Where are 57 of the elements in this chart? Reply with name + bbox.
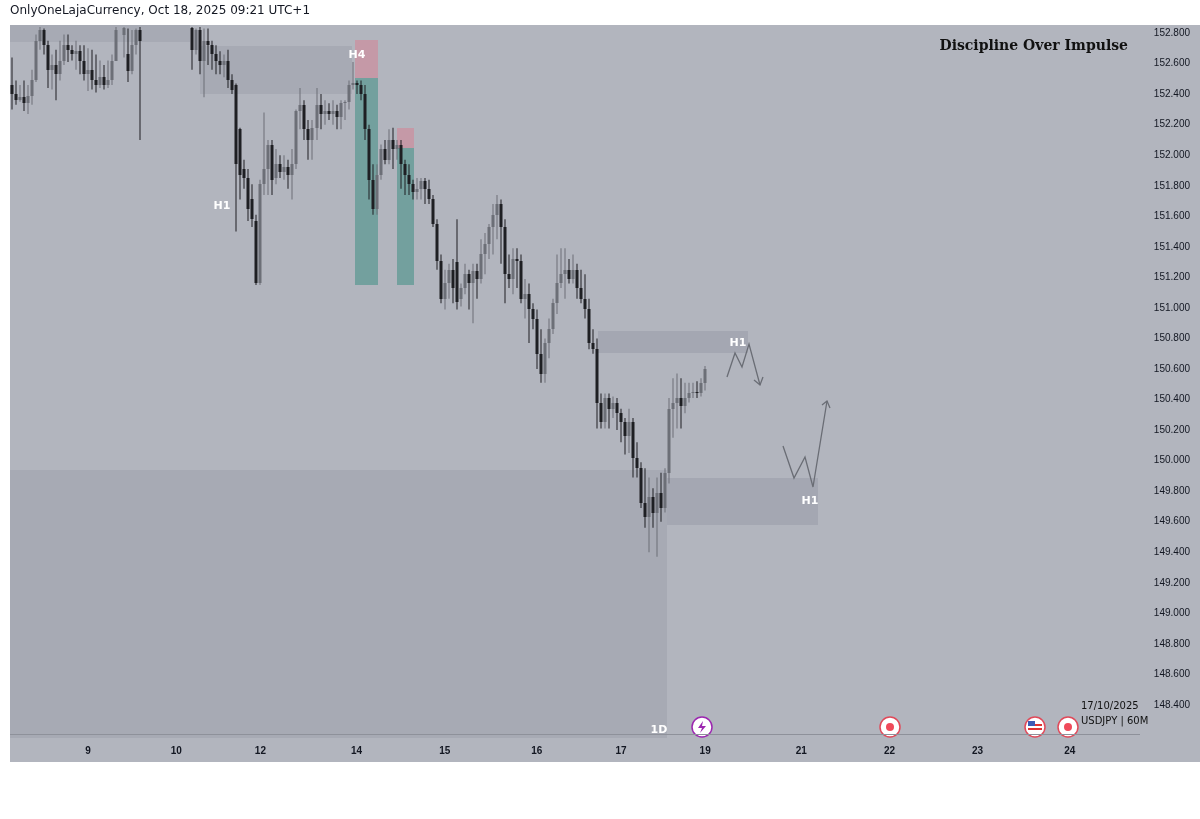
y-tick-label: 148.600 [1153, 668, 1191, 680]
y-tick-label: 151.000 [1153, 301, 1191, 313]
y-tick-label: 150.200 [1153, 423, 1191, 435]
y-tick-label: 148.800 [1153, 637, 1191, 649]
candlestick [86, 48, 90, 92]
y-tick-label: 149.800 [1153, 484, 1191, 496]
y-tick-label: 152.600 [1153, 57, 1191, 69]
annotation: 17/10/2025 [1081, 699, 1139, 711]
x-tick-label: 17 [615, 744, 627, 756]
annotation: H1 [729, 335, 747, 349]
y-tick-label: 152.200 [1153, 118, 1191, 130]
candlestick [695, 381, 699, 399]
x-tick-label: 21 [795, 744, 808, 756]
candlestick [138, 26, 142, 140]
candlestick [343, 100, 347, 121]
y-tick-label: 148.400 [1153, 698, 1191, 710]
candlestick [675, 373, 679, 429]
y-tick-label: 149.000 [1153, 607, 1191, 619]
candlestick [323, 100, 327, 125]
x-tick-label: 22 [883, 744, 896, 756]
candlestick [691, 382, 695, 399]
y-tick-label: 151.200 [1153, 271, 1191, 283]
y-tick-label: 149.200 [1153, 576, 1191, 588]
x-tick-label: 14 [351, 744, 363, 756]
candlestick [563, 248, 567, 299]
y-tick-label: 151.400 [1153, 240, 1191, 252]
y-tick-label: 150.000 [1153, 454, 1191, 466]
x-tick-label: 23 [972, 744, 984, 756]
candlestick [515, 248, 519, 289]
x-tick-label: 15 [439, 744, 451, 756]
y-tick-label: 150.400 [1153, 393, 1191, 405]
annotation: USDJPY | 60M [1081, 714, 1149, 727]
annotation: Discipline Over Impulse [939, 36, 1129, 53]
x-tick-label: 16 [531, 744, 543, 756]
annotation: 1D [650, 722, 668, 736]
y-tick-label: 151.800 [1153, 179, 1191, 191]
y-tick-label: 149.400 [1153, 546, 1191, 558]
x-tick-label: 9 [85, 744, 92, 756]
candlestick [74, 40, 78, 70]
y-tick-label: 152.400 [1153, 87, 1191, 99]
annotation: H4 [348, 47, 366, 61]
y-tick-label: 152.000 [1153, 148, 1191, 160]
y-tick-label: 152.800 [1153, 26, 1191, 38]
y-tick-label: 150.600 [1153, 362, 1191, 374]
x-tick-label: 19 [699, 744, 712, 756]
chart-title: OnlyOneLajaCurrency, Oct 18, 2025 09:21 UTC+1 [10, 3, 311, 18]
candlestick [671, 378, 675, 438]
x-tick-label: 24 [1064, 744, 1076, 756]
y-tick-label: 149.600 [1153, 515, 1191, 527]
y-tick-label: 150.800 [1153, 332, 1191, 344]
x-tick-label: 10 [170, 744, 183, 756]
candlestick [351, 62, 355, 90]
x-tick-label: 12 [254, 744, 267, 756]
candlestick [331, 100, 335, 125]
annotation: H1 [801, 493, 819, 507]
y-tick-label: 151.600 [1153, 210, 1191, 222]
annotation: H1 [213, 198, 231, 212]
